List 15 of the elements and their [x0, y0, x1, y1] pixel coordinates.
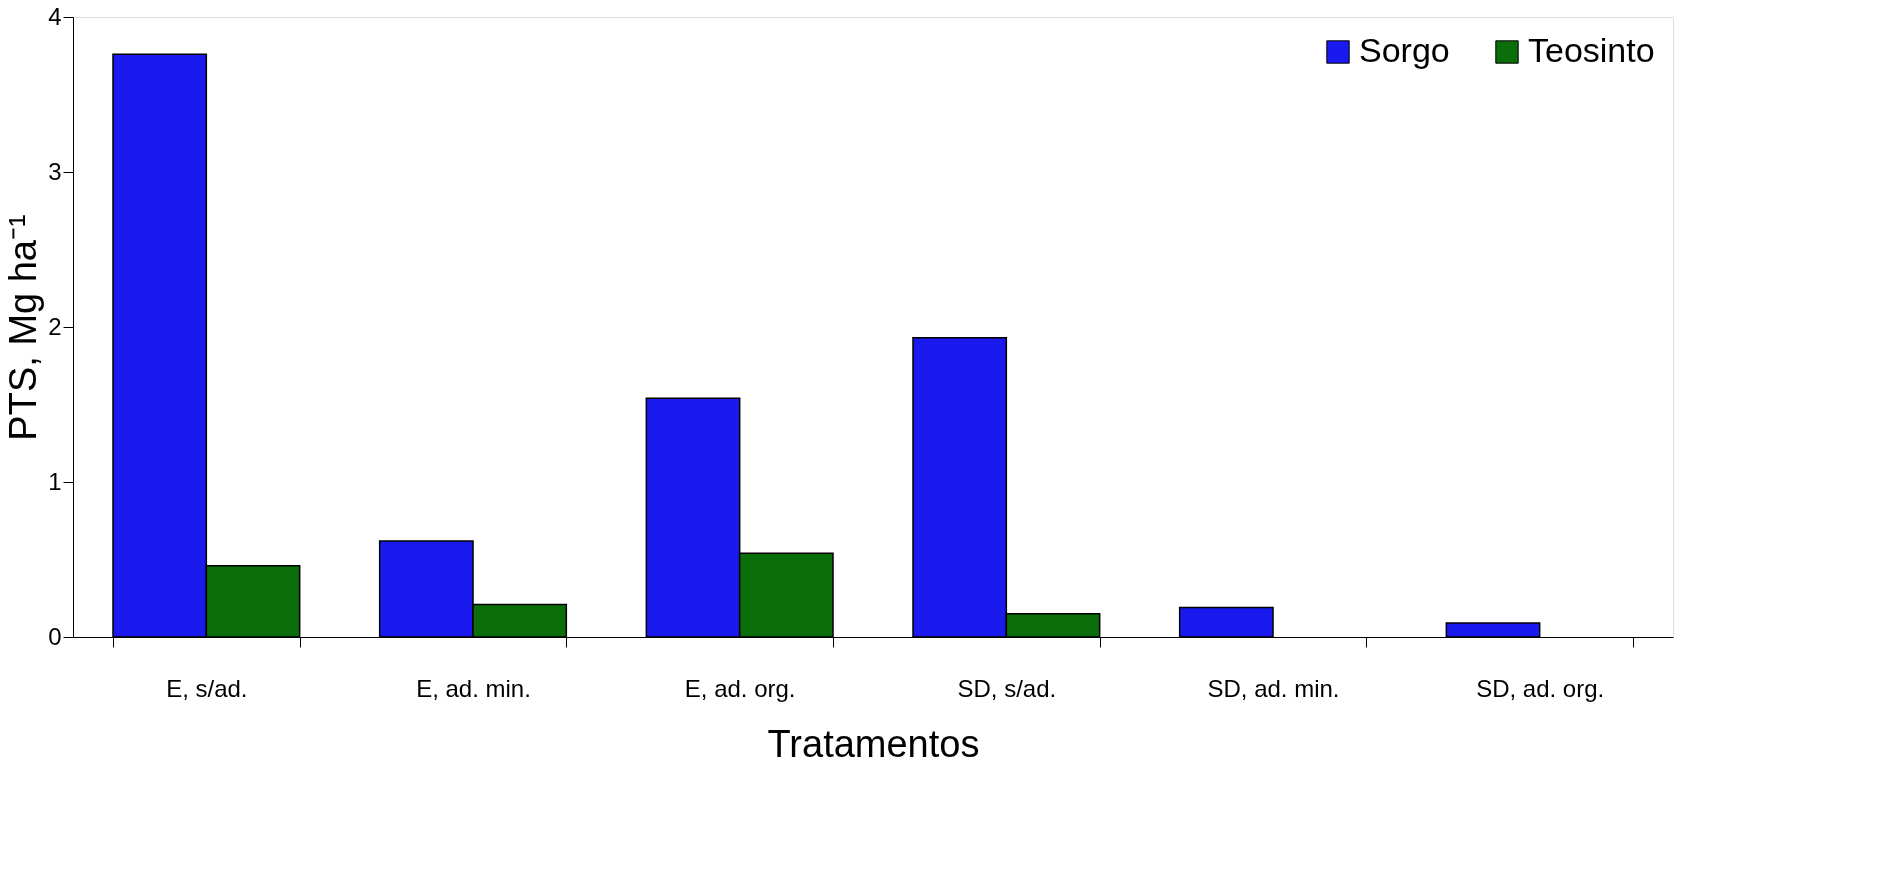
x-tick-label: SD, ad. org.: [1476, 674, 1605, 702]
x-tick-label: E, s/ad.: [166, 674, 248, 702]
y-tick-label: 0: [48, 622, 62, 650]
x-axis-title: Tratamentos: [767, 722, 980, 765]
x-tick-label: SD, s/ad.: [957, 674, 1057, 702]
y-tick-label: 2: [48, 312, 62, 340]
y-tick-label: 1: [48, 467, 62, 495]
x-tick-label: E, ad. min.: [416, 674, 531, 702]
y-axis-title: PTS, Mg ha⁻¹: [2, 214, 45, 441]
y-tick-label: 3: [48, 157, 62, 185]
y-tick-label: 4: [48, 2, 62, 30]
x-tick-label: SD, ad. min.: [1207, 674, 1340, 702]
legend-label: Sorgo: [1359, 31, 1450, 69]
x-tick-label: E, ad. org.: [684, 674, 796, 702]
legend-label: Teosinto: [1528, 31, 1655, 69]
